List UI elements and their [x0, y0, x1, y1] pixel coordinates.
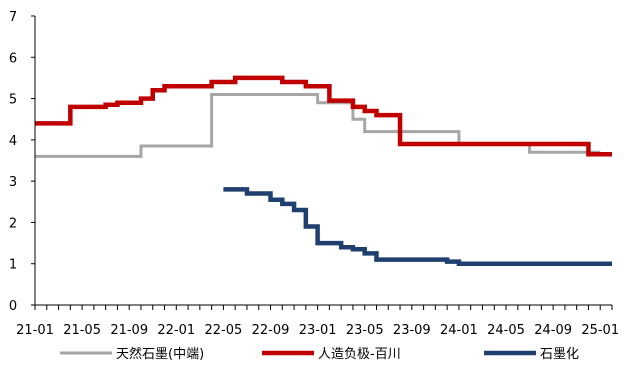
y-tick-label: 0	[9, 299, 17, 314]
legend: 天然石墨(中端) 人造负极-百川 石墨化	[60, 346, 579, 362]
x-tick-label: 24-09	[534, 323, 572, 338]
x-tick-label: 24-01	[440, 323, 478, 338]
x-tick-label: 21-09	[110, 323, 148, 338]
y-tick-label: 4	[9, 134, 17, 149]
x-tick-label: 22-01	[157, 323, 195, 338]
x-tick-label: 21-01	[16, 323, 54, 338]
y-tick-label: 6	[9, 51, 17, 66]
x-tick-label: 22-09	[252, 323, 290, 338]
x-tick-label: 25-01	[581, 323, 619, 338]
legend-label-1: 人造负极-百川	[318, 347, 401, 362]
x-tick-label: 24-05	[487, 323, 525, 338]
axes-layer: 0 1 2 3 4 5 6 7 21-01 21-05 21-09 22-01 22-05 22-09 23…	[9, 10, 619, 338]
y-tick-label: 1	[9, 258, 17, 273]
series-line-1	[35, 75, 612, 157]
y-tick-label: 7	[9, 10, 17, 25]
x-tick-label: 21-05	[63, 323, 101, 338]
x-tick-label: 23-01	[299, 323, 337, 338]
y-tick-label: 3	[9, 175, 17, 190]
y-tick-label: 2	[9, 216, 17, 231]
y-tick-label: 5	[9, 93, 17, 108]
x-tick-label: 22-05	[205, 323, 243, 338]
series-line-2	[223, 187, 612, 266]
x-tick-label: 23-09	[393, 323, 431, 338]
legend-label-2: 石墨化	[540, 347, 579, 362]
x-tick-label: 23-05	[346, 323, 384, 338]
series-layer	[35, 75, 612, 266]
legend-label-0: 天然石墨(中端)	[116, 346, 204, 362]
